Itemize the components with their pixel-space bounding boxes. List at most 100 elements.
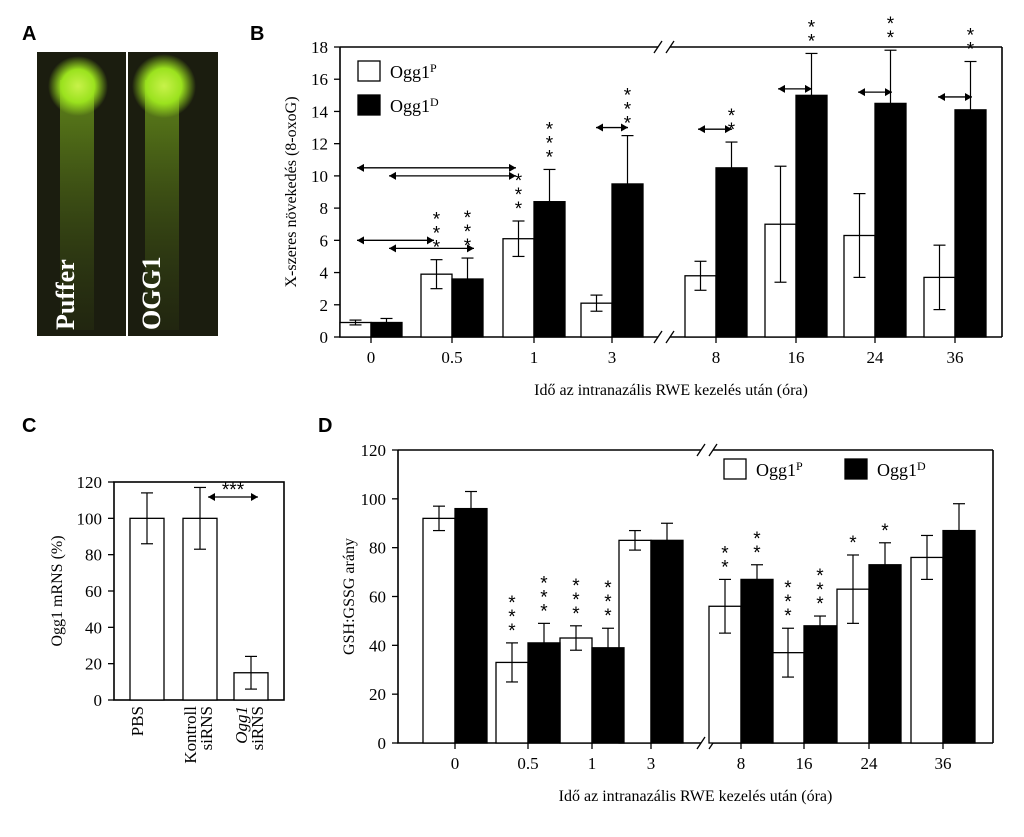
y-tick-label: 8 bbox=[320, 199, 329, 218]
significance-mark-0: * bbox=[808, 31, 816, 52]
panel-label-c: C bbox=[22, 415, 36, 437]
significance-mark-1: * bbox=[515, 185, 523, 206]
significance-mark-1: * bbox=[572, 590, 580, 611]
significance-mark-1: * bbox=[721, 543, 729, 564]
compare-arrow-head-left bbox=[596, 123, 603, 132]
x-tick-label: 0 bbox=[451, 754, 460, 773]
axis-break-mark-a-1 bbox=[653, 40, 663, 54]
y-axis-label: GSH:GSSG arány bbox=[341, 538, 358, 655]
bar-open bbox=[559, 637, 593, 744]
significance-mark-0: * bbox=[849, 533, 857, 554]
y-tick-label: 12 bbox=[311, 135, 328, 154]
axis-break-mark-b-1 bbox=[708, 443, 718, 457]
significance-mark-1: * bbox=[540, 587, 548, 608]
significance-mark-0: * bbox=[887, 28, 895, 49]
legend-d-ogg1d-label-sup: D bbox=[917, 459, 926, 473]
significance-mark-1: * bbox=[784, 592, 792, 613]
significance-mark-2: * bbox=[433, 210, 441, 231]
y-tick-label: 4 bbox=[320, 264, 329, 283]
legend-b-ogg1d-label-sup: D bbox=[430, 95, 439, 109]
significance-mark: *** bbox=[222, 480, 245, 501]
axis-break-mark-a-0 bbox=[696, 736, 706, 750]
y-axis-and-x-axis-left bbox=[339, 47, 658, 338]
x-tick-label: 1 bbox=[588, 754, 597, 773]
y-tick-label: 60 bbox=[369, 588, 386, 607]
x-tick-label: Kontroll bbox=[181, 706, 200, 764]
y-tick-label: 40 bbox=[85, 618, 102, 637]
significance-mark-0: * bbox=[881, 521, 889, 542]
legend-b-ogg1d-label-name: Ogg1 bbox=[390, 96, 430, 116]
x-tick-label: 24 bbox=[867, 348, 885, 367]
significance-mark-2: * bbox=[624, 86, 632, 107]
x-tick-label: 16 bbox=[796, 754, 813, 773]
significance-mark-1: * bbox=[728, 106, 736, 127]
significance-mark-1: * bbox=[816, 580, 824, 601]
legend-b-ogg1p-swatch bbox=[357, 60, 381, 82]
legend-b-ogg1d-swatch bbox=[357, 94, 381, 116]
y-tick-label: 0 bbox=[94, 691, 103, 710]
axis-break-mark-a-1 bbox=[696, 443, 706, 457]
comet-head-puffer bbox=[48, 56, 108, 116]
y-tick-label: 14 bbox=[311, 102, 329, 121]
bar-filled bbox=[533, 201, 566, 338]
significance-mark-1: * bbox=[604, 592, 612, 613]
compare-arrow-head-right bbox=[965, 92, 972, 101]
significance-mark-1: * bbox=[967, 26, 975, 47]
bar-filled bbox=[454, 507, 488, 744]
compare-arrow-head-right bbox=[805, 84, 812, 93]
legend-d-ogg1d-label: Ogg1D bbox=[877, 459, 926, 480]
compare-arrow-head-left bbox=[357, 163, 364, 172]
y-tick-label: 2 bbox=[320, 296, 329, 315]
significance-mark-2: * bbox=[546, 119, 554, 140]
x-tick-label: 3 bbox=[608, 348, 617, 367]
significance-mark-0: * bbox=[604, 606, 612, 627]
x-tick-label: 24 bbox=[861, 754, 879, 773]
compare-arrow-head-left bbox=[778, 84, 785, 93]
x-tick-label: 3 bbox=[647, 754, 656, 773]
y-tick-label: 80 bbox=[85, 546, 102, 565]
compare-arrow-head-right bbox=[621, 123, 628, 132]
bar-filled bbox=[650, 539, 684, 744]
bar-filled bbox=[942, 529, 976, 744]
compare-arrow-head-left bbox=[698, 125, 705, 134]
x-tick-label: 1 bbox=[530, 348, 539, 367]
legend-d-ogg1p-label: Ogg1P bbox=[756, 459, 803, 480]
gel-lane-label-puffer: Puffer bbox=[51, 259, 80, 330]
x-tick-label: 0.5 bbox=[441, 348, 462, 367]
y-tick-label: 20 bbox=[85, 655, 102, 674]
significance-mark-1: * bbox=[508, 607, 516, 628]
legend-b-ogg1p-label: Ogg1P bbox=[390, 61, 437, 82]
significance-mark-1: * bbox=[808, 17, 816, 38]
comet-gel-image: Puffer OGG1 bbox=[37, 52, 218, 336]
legend-d-ogg1d-label-name: Ogg1 bbox=[877, 460, 917, 480]
y-tick-label: 6 bbox=[320, 231, 329, 250]
significance-mark-1: * bbox=[464, 222, 472, 243]
significance-mark-2: * bbox=[464, 208, 472, 229]
legend-b-ogg1p-label-name: Ogg1 bbox=[390, 62, 430, 82]
x-tick-label: 0.5 bbox=[517, 754, 538, 773]
x-tick-label: 36 bbox=[947, 348, 964, 367]
x-tick-label: siRNS bbox=[248, 706, 267, 750]
y-tick-label: 18 bbox=[311, 38, 328, 57]
bar-open bbox=[422, 517, 456, 744]
compare-arrow-head-right bbox=[725, 125, 732, 134]
significance-mark-0: * bbox=[546, 147, 554, 168]
significance-mark-1: * bbox=[546, 133, 554, 154]
axis-break-mark-b-1 bbox=[665, 40, 675, 54]
compare-arrow-head-left bbox=[938, 92, 945, 101]
y-tick-label: 60 bbox=[85, 582, 102, 601]
significance-mark-2: * bbox=[515, 171, 523, 192]
significance-mark-0: * bbox=[784, 606, 792, 627]
bar-filled bbox=[715, 167, 748, 338]
significance-mark-2: * bbox=[604, 578, 612, 599]
significance-mark-2: * bbox=[508, 593, 516, 614]
compare-arrow-head-right bbox=[885, 88, 892, 97]
y-tick-label: 20 bbox=[369, 685, 386, 704]
x-tick-label: 16 bbox=[788, 348, 805, 367]
bar-filled bbox=[740, 578, 774, 744]
comet-tail-puffer bbox=[60, 80, 94, 330]
legend-d-ogg1p-label-name: Ogg1 bbox=[756, 460, 796, 480]
significance-mark-0: * bbox=[728, 120, 736, 141]
